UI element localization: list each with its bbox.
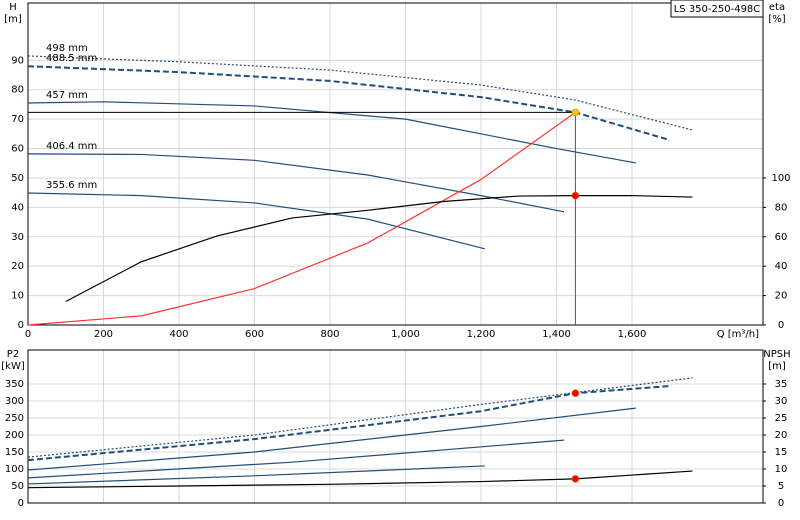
y2-tick-label: 20 — [775, 430, 788, 441]
y-tick-label: 350 — [5, 379, 24, 390]
curve — [27, 439, 565, 479]
y2-tick-label: 40 — [775, 261, 788, 272]
curve — [65, 195, 693, 303]
curve — [27, 407, 636, 471]
y2-axis-unit: [%] — [768, 14, 785, 25]
y-tick-label: 10 — [11, 291, 24, 302]
curve — [27, 465, 485, 485]
curve-label: 406.4 mm — [46, 141, 97, 152]
x-tick-label: 1,200 — [467, 329, 496, 340]
y2-tick-label: 5 — [778, 481, 784, 492]
curve — [27, 111, 576, 326]
y-tick-label: 200 — [5, 430, 24, 441]
curve — [27, 377, 693, 458]
y-tick-label: 100 — [5, 464, 24, 475]
y2-tick-label: 15 — [775, 447, 788, 458]
y2-axis-label: NPSH — [763, 349, 790, 360]
y-axis-label: P2 — [7, 349, 19, 360]
y2-axis-unit: [m] — [768, 361, 786, 372]
y2-tick-label: 25 — [775, 413, 788, 424]
y-tick-label: 80 — [11, 85, 24, 96]
plot-frame — [27, 349, 764, 504]
y2-axis-label: eta — [769, 2, 785, 13]
x-tick-label: 400 — [169, 329, 188, 340]
y2-tick-label: 80 — [775, 202, 788, 213]
y2-tick-label: 0 — [778, 498, 784, 509]
curve-label: 355.6 mm — [46, 180, 97, 191]
y-tick-label: 70 — [11, 114, 24, 125]
curve — [27, 470, 693, 489]
y-tick-label: 150 — [5, 447, 24, 458]
y-tick-label: 0 — [18, 320, 24, 331]
curve-label: 488.5 mm — [46, 53, 97, 64]
y2-tick-label: 0 — [778, 320, 784, 331]
x-axis-label: Q [m³/h] — [717, 329, 759, 340]
curve — [27, 385, 670, 462]
x-tick-label: 800 — [320, 329, 339, 340]
curve — [27, 55, 693, 131]
curve — [27, 192, 485, 250]
duty-point — [571, 475, 580, 483]
x-tick-label: 600 — [245, 329, 264, 340]
curve-label: 498 mm — [46, 43, 88, 54]
y-tick-label: 90 — [11, 55, 24, 66]
y-tick-label: 20 — [11, 261, 24, 272]
y-tick-label: 0 — [18, 498, 24, 509]
y-tick-label: 40 — [11, 202, 24, 213]
x-tick-label: 1,600 — [618, 329, 647, 340]
curve-label: 457 mm — [46, 90, 88, 101]
product-label-box — [670, 0, 764, 18]
y-tick-label: 250 — [5, 413, 24, 424]
product-label: LS 350-250-498C — [674, 4, 761, 15]
y-tick-label: 60 — [11, 144, 24, 155]
duty-point — [571, 389, 580, 397]
x-tick-label: 200 — [94, 329, 113, 340]
curve — [27, 65, 671, 141]
x-tick-label: 1,400 — [542, 329, 571, 340]
y-tick-label: 30 — [11, 232, 24, 243]
y-axis-unit: [kW] — [1, 361, 25, 372]
plot-frame — [27, 2, 764, 326]
x-tick-label: 1,000 — [391, 329, 420, 340]
y-axis-label: H — [9, 2, 17, 13]
y2-tick-label: 35 — [775, 379, 788, 390]
y-tick-label: 50 — [11, 173, 24, 184]
y2-tick-label: 100 — [771, 173, 790, 184]
duty-point — [571, 108, 580, 117]
y-tick-label: 50 — [11, 481, 24, 492]
duty-point — [571, 191, 580, 200]
y-axis-unit: [m] — [4, 14, 22, 25]
x-tick-label: 0 — [25, 329, 31, 340]
y2-tick-label: 60 — [775, 232, 788, 243]
y2-tick-label: 30 — [775, 396, 788, 407]
y2-tick-label: 20 — [775, 291, 788, 302]
y2-tick-label: 10 — [775, 464, 788, 475]
y-tick-label: 300 — [5, 396, 24, 407]
